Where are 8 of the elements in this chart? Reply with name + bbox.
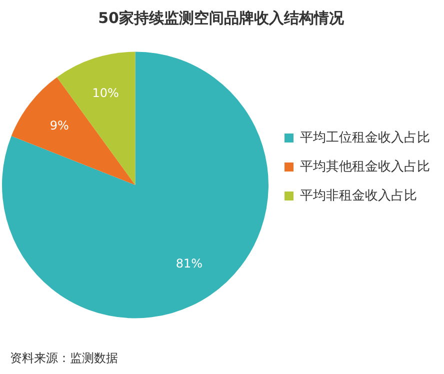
chart-title: 50家持续监测空间品牌收入结构情况: [98, 8, 345, 27]
data-label: 10%: [92, 86, 119, 100]
legend-label: 平均工位租金收入占比: [300, 130, 430, 146]
legend-label: 平均其他租金收入占比: [300, 159, 430, 174]
data-label: 81%: [176, 256, 203, 270]
text: 资料来源：监测数据: [10, 351, 118, 365]
data-label: 9%: [50, 118, 69, 132]
legend-label: 平均非租金收入占比: [300, 188, 417, 204]
